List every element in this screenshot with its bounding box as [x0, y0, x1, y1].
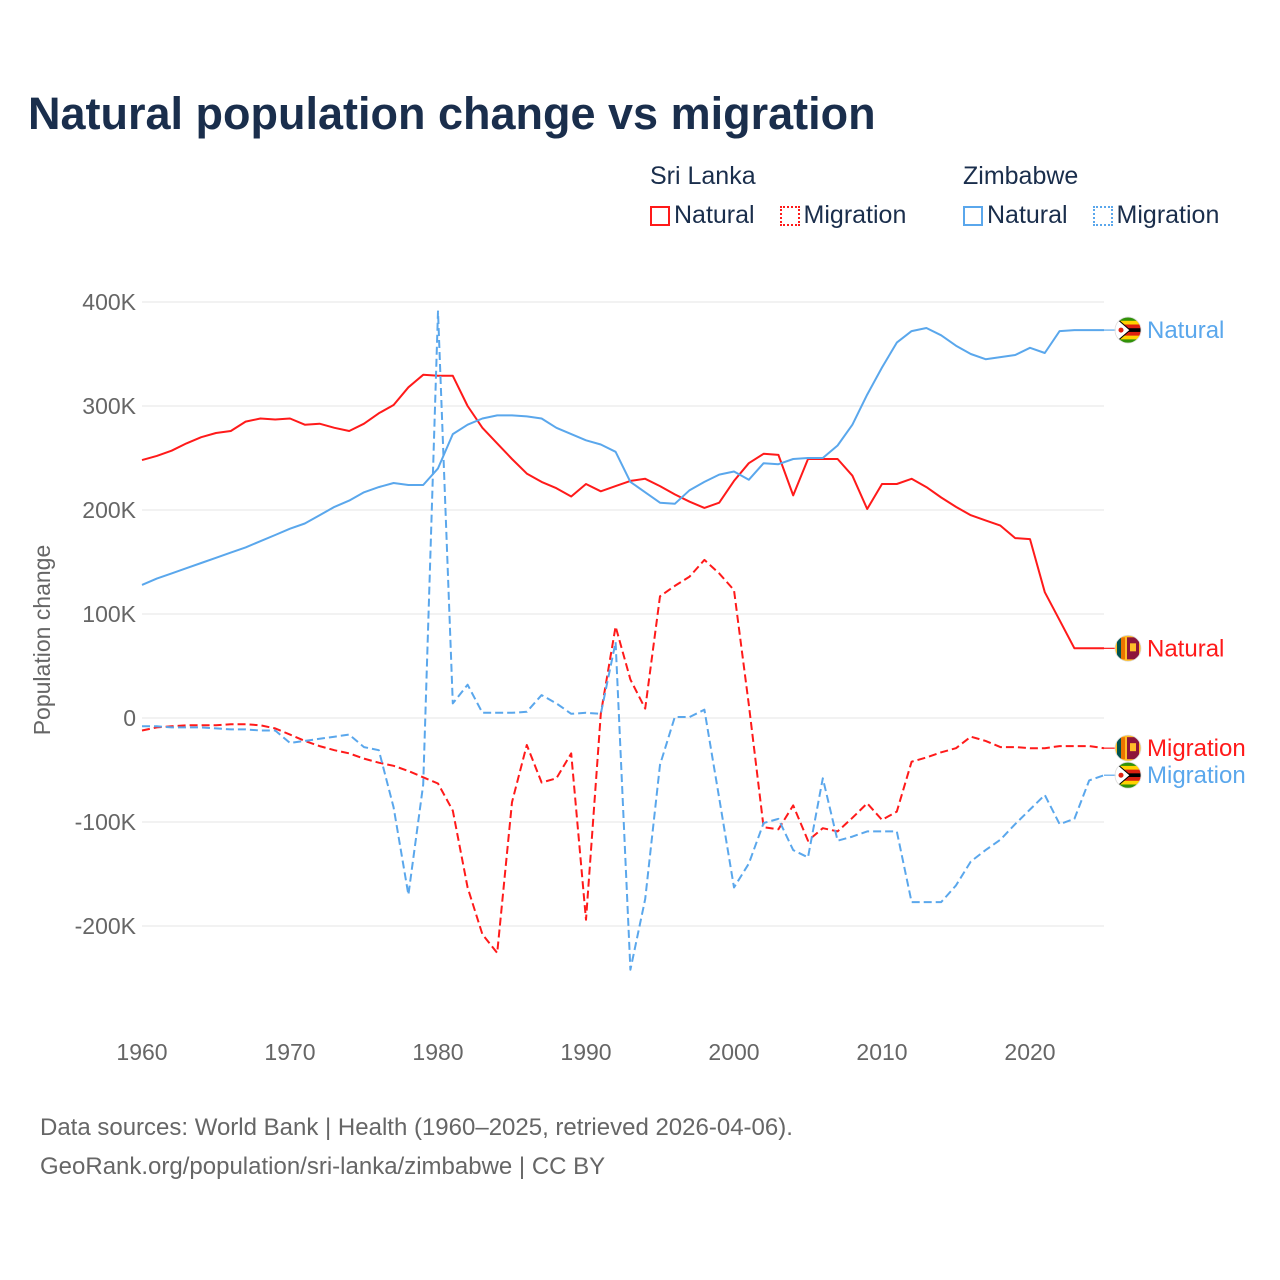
series-line-sri-lanka-migration[interactable] — [141, 558, 1105, 954]
legend-label: Natural — [987, 201, 1068, 229]
sri-lanka-flag-icon — [1114, 634, 1142, 662]
zimbabwe-flag-icon — [1114, 316, 1142, 344]
x-tick-label: 2010 — [856, 1039, 907, 1065]
y-tick-label: 400K — [82, 289, 136, 315]
series-line-sri-lanka-natural[interactable] — [141, 373, 1104, 650]
legend-item-sri-lanka-natural[interactable]: Natural — [650, 201, 755, 230]
y-tick-label: 100K — [82, 601, 136, 627]
source-url-license[interactable]: GeoRank.org/population/sri-lanka/zimbabw… — [40, 1153, 606, 1180]
legend-group-sri-lanka: Sri Lanka Natural Migration — [650, 162, 924, 233]
y-axis-label: Population change — [29, 545, 55, 736]
legend-item-sri-lanka-migration[interactable]: Migration — [779, 201, 907, 230]
dotted-line-swatch-icon — [779, 205, 800, 226]
legend-label: Natural — [674, 201, 755, 229]
x-tick-label: 1970 — [264, 1039, 315, 1065]
legend-item-zimbabwe-natural[interactable]: Natural — [963, 201, 1068, 230]
line-chart: 400K 300K 200K 100K 0 -100K -200K 1960 1970 1980… — [29, 289, 1246, 1065]
x-tick-label: 1990 — [560, 1039, 611, 1065]
y-tick-label: 300K — [82, 393, 136, 419]
end-label-sri-lanka-migration: Migration — [1147, 735, 1246, 762]
legend-group-label: Sri Lanka — [650, 162, 756, 190]
legend-label: Migration — [803, 201, 907, 229]
x-tick-label: 1960 — [116, 1039, 167, 1065]
end-label-zimbabwe-migration: Migration — [1147, 762, 1246, 789]
footer: Data sources: World Bank | Health (1960–… — [40, 1108, 793, 1186]
series-line-zimbabwe-natural[interactable] — [141, 327, 1104, 586]
end-label-sri-lanka-natural: Natural — [1147, 635, 1224, 662]
legend-label: Migration — [1116, 201, 1220, 229]
legend-group-zimbabwe: Zimbabwe Natural Migration — [963, 162, 1219, 233]
data-source-note: Data sources: World Bank | Health (1960–… — [40, 1114, 793, 1141]
y-tick-label: -100K — [75, 809, 137, 835]
y-tick-label: 200K — [82, 497, 136, 523]
x-tick-label: 2020 — [1004, 1039, 1055, 1065]
end-label-zimbabwe-natural: Natural — [1147, 317, 1224, 344]
solid-line-swatch-icon — [963, 205, 983, 226]
zimbabwe-flag-icon — [1114, 761, 1142, 789]
y-tick-label: -200K — [75, 913, 137, 939]
series-line-zimbabwe-migration[interactable] — [142, 310, 1105, 971]
x-tick-label: 2000 — [708, 1039, 759, 1065]
y-tick-label: 0 — [123, 705, 136, 731]
x-tick-label: 1980 — [412, 1039, 463, 1065]
sri-lanka-flag-icon — [1114, 734, 1142, 762]
legend-item-zimbabwe-migration[interactable]: Migration — [1092, 201, 1220, 230]
legend-group-label: Zimbabwe — [963, 162, 1079, 190]
solid-line-swatch-icon — [650, 205, 670, 226]
chart-title: Natural population change vs migration — [28, 88, 876, 139]
dotted-line-swatch-icon — [1092, 205, 1113, 226]
